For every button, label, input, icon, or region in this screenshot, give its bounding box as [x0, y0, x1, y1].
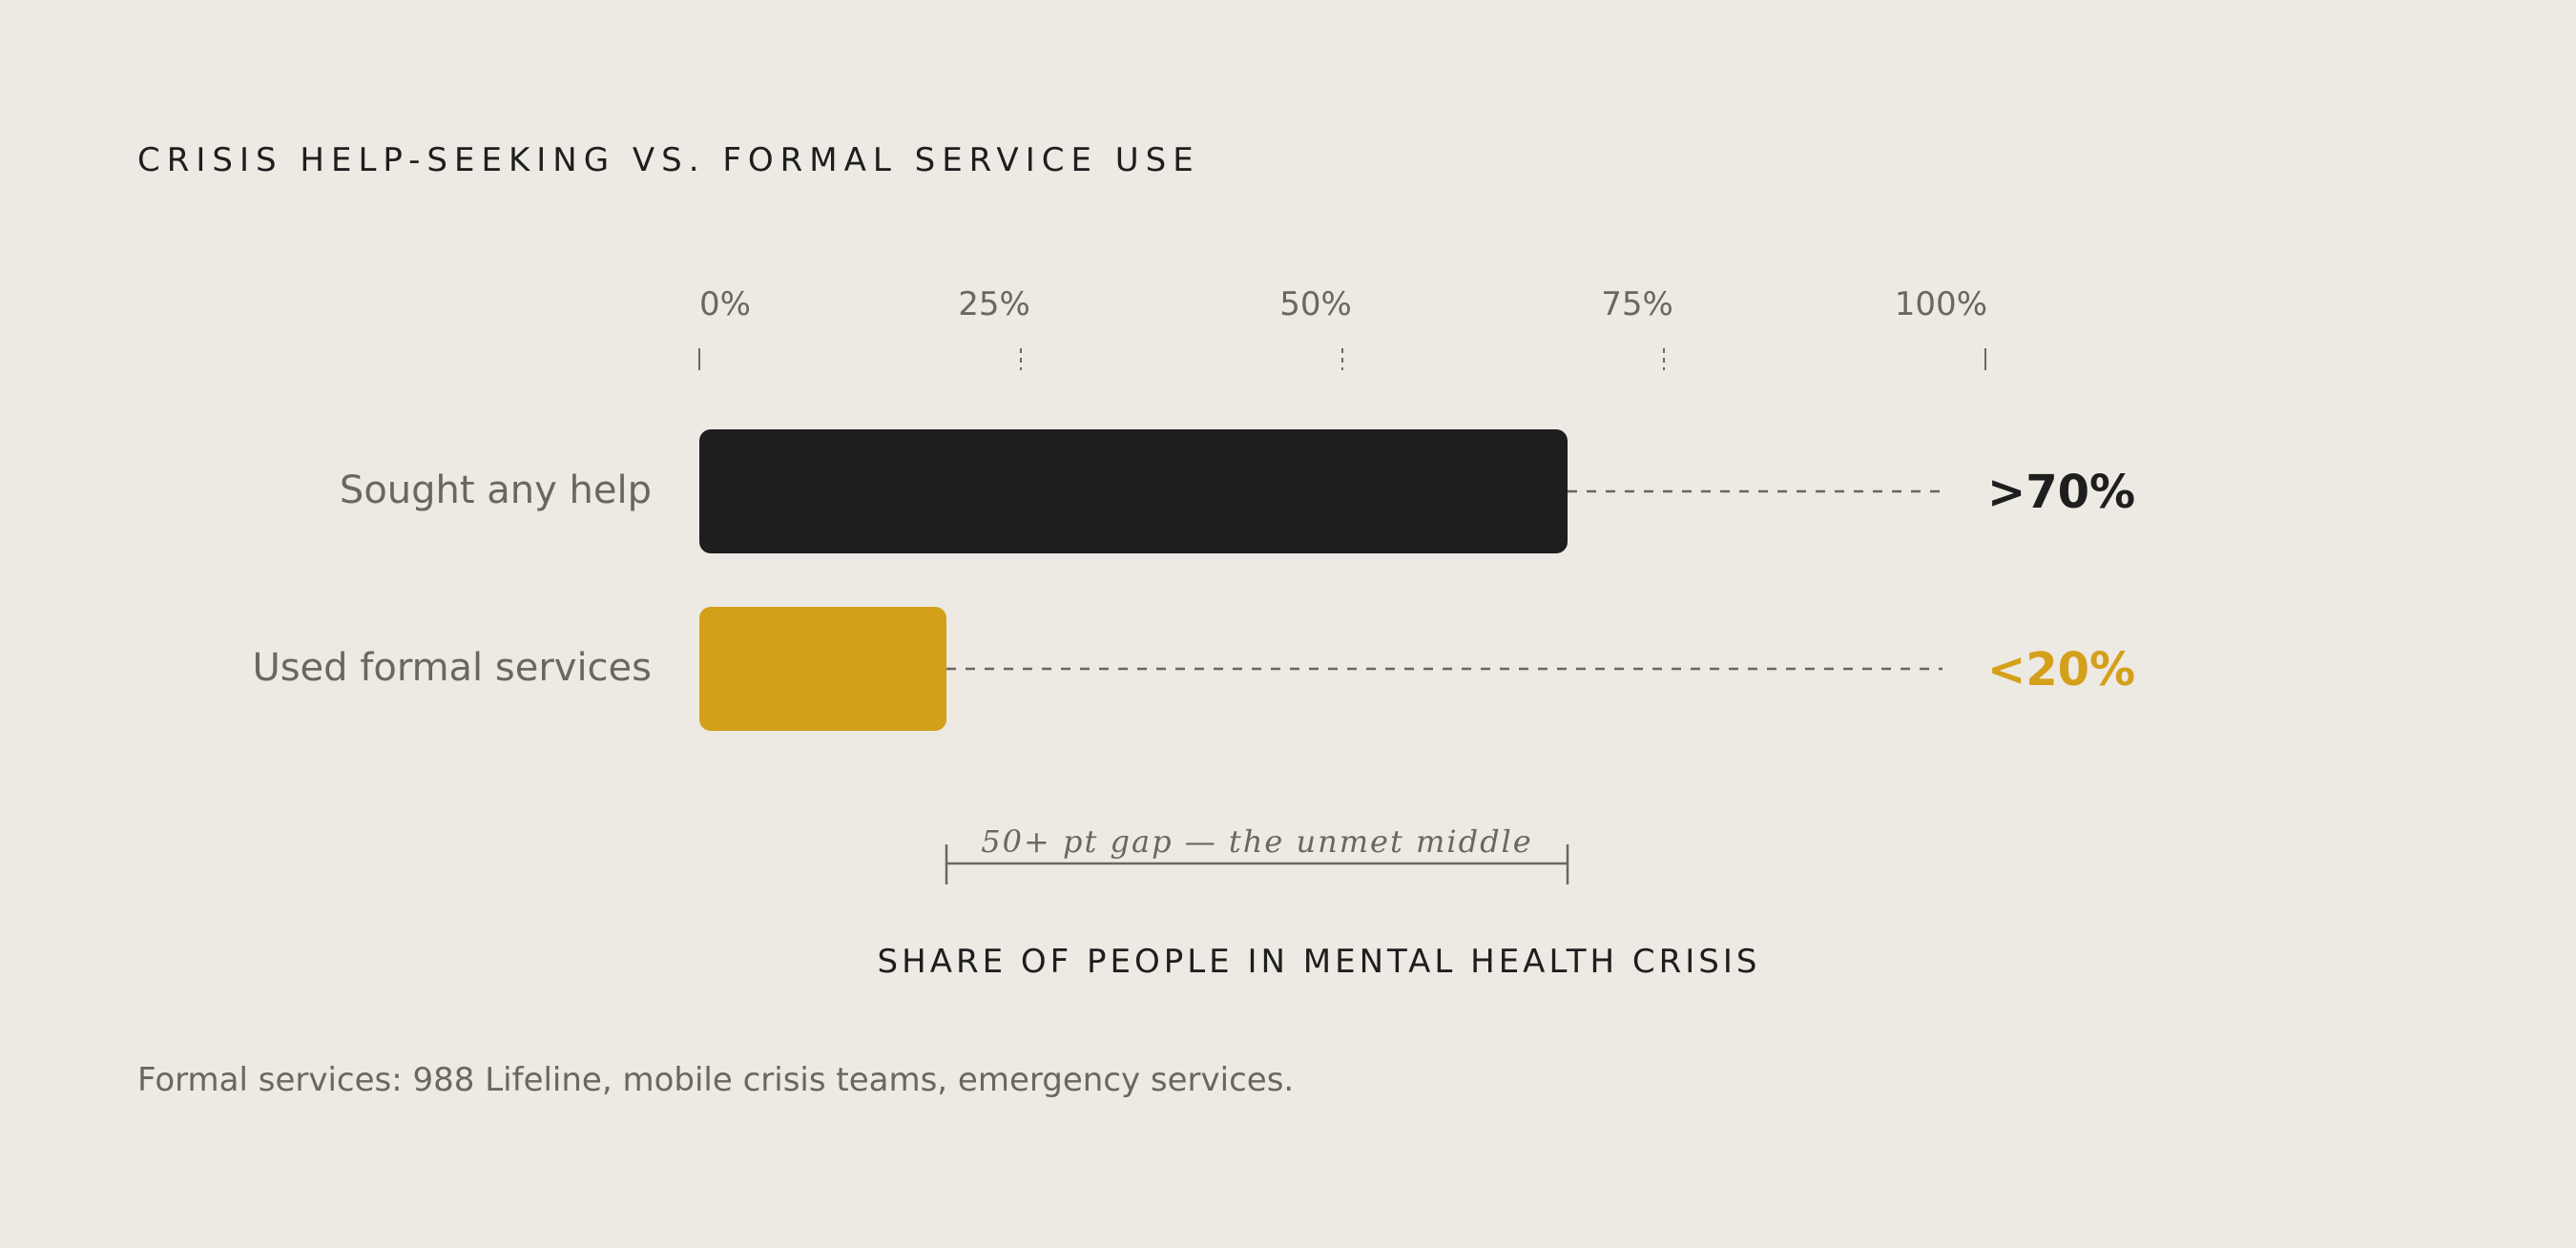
chart-title: CRISIS HELP-SEEKING VS. FORMAL SERVICE U…: [137, 141, 1200, 179]
bar: [699, 607, 946, 731]
x-axis-label: SHARE OF PEOPLE IN MENTAL HEALTH CRISIS: [877, 943, 1761, 981]
x-tick-label: 50%: [1279, 285, 1352, 323]
x-tick-label: 0%: [699, 285, 751, 323]
x-axis-ticks: 0% 25% 50% 75% 100%: [698, 285, 1987, 370]
x-tick-label: 75%: [1601, 285, 1673, 323]
gap-annotation: 50+ pt gap — the unmet middle: [945, 823, 1569, 884]
footnote: Formal services: 988 Lifeline, mobile cr…: [137, 1061, 1295, 1099]
value-label: <20%: [1987, 643, 2135, 697]
category-label: Sought any help: [340, 468, 652, 512]
x-tick-label: 100%: [1895, 285, 1987, 323]
bars: Sought any help >70% Used formal services <…: [252, 429, 2135, 731]
value-label: >70%: [1987, 466, 2135, 519]
x-tick-label: 25%: [958, 285, 1030, 323]
bar: [699, 429, 1568, 553]
gap-annotation-label: 50+ pt gap — the unmet middle: [981, 823, 1532, 860]
category-label: Used formal services: [252, 646, 652, 690]
